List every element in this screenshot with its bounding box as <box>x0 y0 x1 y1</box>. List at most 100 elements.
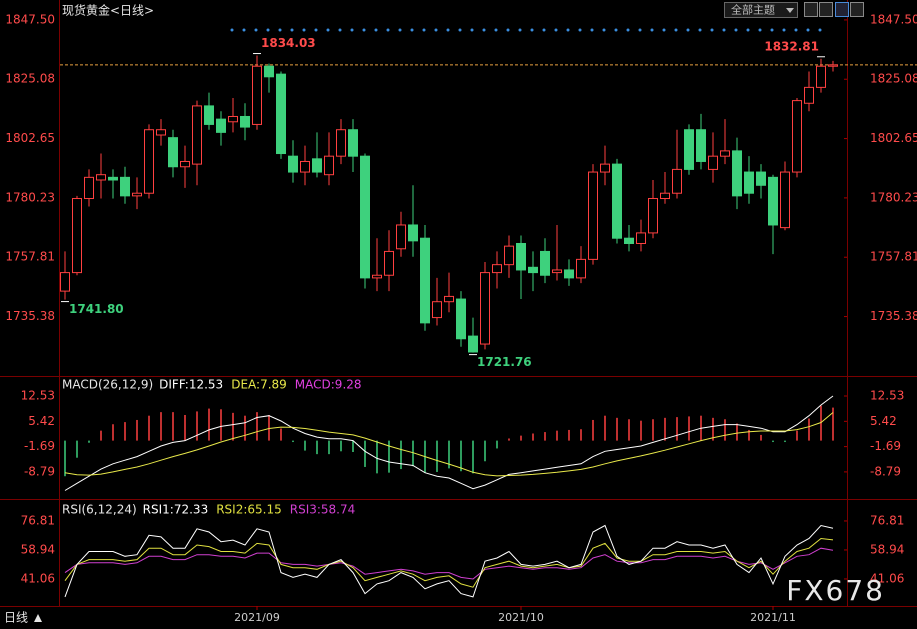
signal-dot <box>398 28 402 32</box>
candle-body <box>144 129 154 194</box>
candle-body <box>576 258 586 279</box>
icon-button[interactable] <box>850 2 864 17</box>
candle-body <box>456 298 466 340</box>
candle-body <box>348 129 358 157</box>
signal-dot <box>530 28 534 32</box>
signal-dot <box>386 28 390 32</box>
y-tick-label: 1780.23 <box>870 190 917 204</box>
candle-body <box>540 250 550 276</box>
y-tick-label: -1.69 <box>870 439 901 453</box>
candle-body <box>252 65 262 125</box>
indicator-title: RSI(6,12,24) <box>62 503 137 517</box>
signal-dot <box>542 28 546 32</box>
y-tick-label: 1802.65 <box>5 131 55 145</box>
icon-button[interactable] <box>804 2 818 17</box>
candle-body <box>408 224 418 242</box>
candle-body <box>816 65 826 88</box>
signal-dot <box>410 28 414 32</box>
candle-body <box>432 301 442 319</box>
dropdown-arrow <box>786 8 794 13</box>
signal-dot <box>782 28 786 32</box>
signal-dot <box>494 28 498 32</box>
annotation: 1741.80 <box>69 302 124 316</box>
y-tick-label: 1735.38 <box>870 309 917 323</box>
candle-body <box>696 129 706 162</box>
x-tick-label: 2021/11 <box>750 611 796 624</box>
x-tick-label: 2021/10 <box>498 611 544 624</box>
candle-body <box>804 86 814 104</box>
signal-dot <box>806 28 810 32</box>
theme-button[interactable]: 全部主题 <box>724 2 798 18</box>
candle-body <box>636 232 646 244</box>
button-label: 全部主题 <box>731 3 775 17</box>
legend-entry: RSI2:65.15 <box>216 503 282 517</box>
candle-body <box>60 272 70 292</box>
candle-body <box>372 274 382 279</box>
line-series <box>64 547 834 580</box>
x-tick-label: 2021/09 <box>234 611 280 624</box>
candle-body <box>480 272 490 345</box>
signal-dot <box>314 28 318 32</box>
signal-dot <box>662 28 666 32</box>
candle-body <box>360 155 370 279</box>
y-tick-label: 41.06 <box>870 571 904 585</box>
signal-dot <box>650 28 654 32</box>
candle-body <box>624 237 634 244</box>
line-series <box>64 412 834 477</box>
candle-body <box>228 115 238 123</box>
y-tick-label: 1847.50 <box>5 12 55 26</box>
candle-body <box>204 105 214 125</box>
button-frame <box>724 2 798 18</box>
legend-entry: DIFF:12.53 <box>159 378 223 392</box>
candle-body <box>300 160 310 173</box>
y-tick-label: 1757.81 <box>5 250 55 264</box>
candle-body <box>168 137 178 168</box>
line-series <box>64 524 834 598</box>
y-tick-label: 1780.23 <box>5 190 55 204</box>
candle-body <box>192 105 202 165</box>
signal-dot <box>686 28 690 32</box>
candle-body <box>756 171 766 186</box>
candle-body <box>240 115 250 128</box>
candle-body <box>672 168 682 194</box>
signal-dot <box>818 28 822 32</box>
signal-dot <box>626 28 630 32</box>
candle-body <box>384 250 394 276</box>
candle-body <box>492 264 502 274</box>
candle-body <box>120 176 130 197</box>
y-tick-label: 41.06 <box>21 571 55 585</box>
candle-body <box>648 198 658 234</box>
y-tick-label: 5.42 <box>870 414 897 428</box>
signal-dot <box>350 28 354 32</box>
watermark: FX678 <box>786 574 885 607</box>
annotation: 1832.81 <box>764 39 819 53</box>
signal-dot <box>230 28 234 32</box>
toolbar-icons[interactable] <box>804 2 864 17</box>
signal-dot <box>374 28 378 32</box>
signal-dot <box>710 28 714 32</box>
signal-dot <box>434 28 438 32</box>
signal-dot <box>482 28 486 32</box>
signal-dot <box>578 28 582 32</box>
candle-body <box>396 224 406 250</box>
annotation: 1834.03 <box>261 36 316 50</box>
icon-button[interactable] <box>835 2 849 17</box>
signal-dot <box>746 28 750 32</box>
y-tick-label: -8.79 <box>870 464 901 478</box>
candle-body <box>336 129 346 157</box>
candle-body <box>132 192 142 197</box>
period-arrow <box>34 614 42 622</box>
candle-body <box>276 73 286 155</box>
signal-dot <box>794 28 798 32</box>
y-tick-label: 12.53 <box>21 389 55 403</box>
icon-button[interactable] <box>819 2 833 17</box>
candle-body <box>504 245 514 266</box>
indicator-title: MACD(26,12,9) <box>62 378 153 392</box>
signal-dot <box>326 28 330 32</box>
candle-body <box>84 176 94 200</box>
signal-dot <box>362 28 366 32</box>
line-series <box>64 537 834 588</box>
signal-dot <box>242 28 246 32</box>
candle-body <box>828 64 838 67</box>
